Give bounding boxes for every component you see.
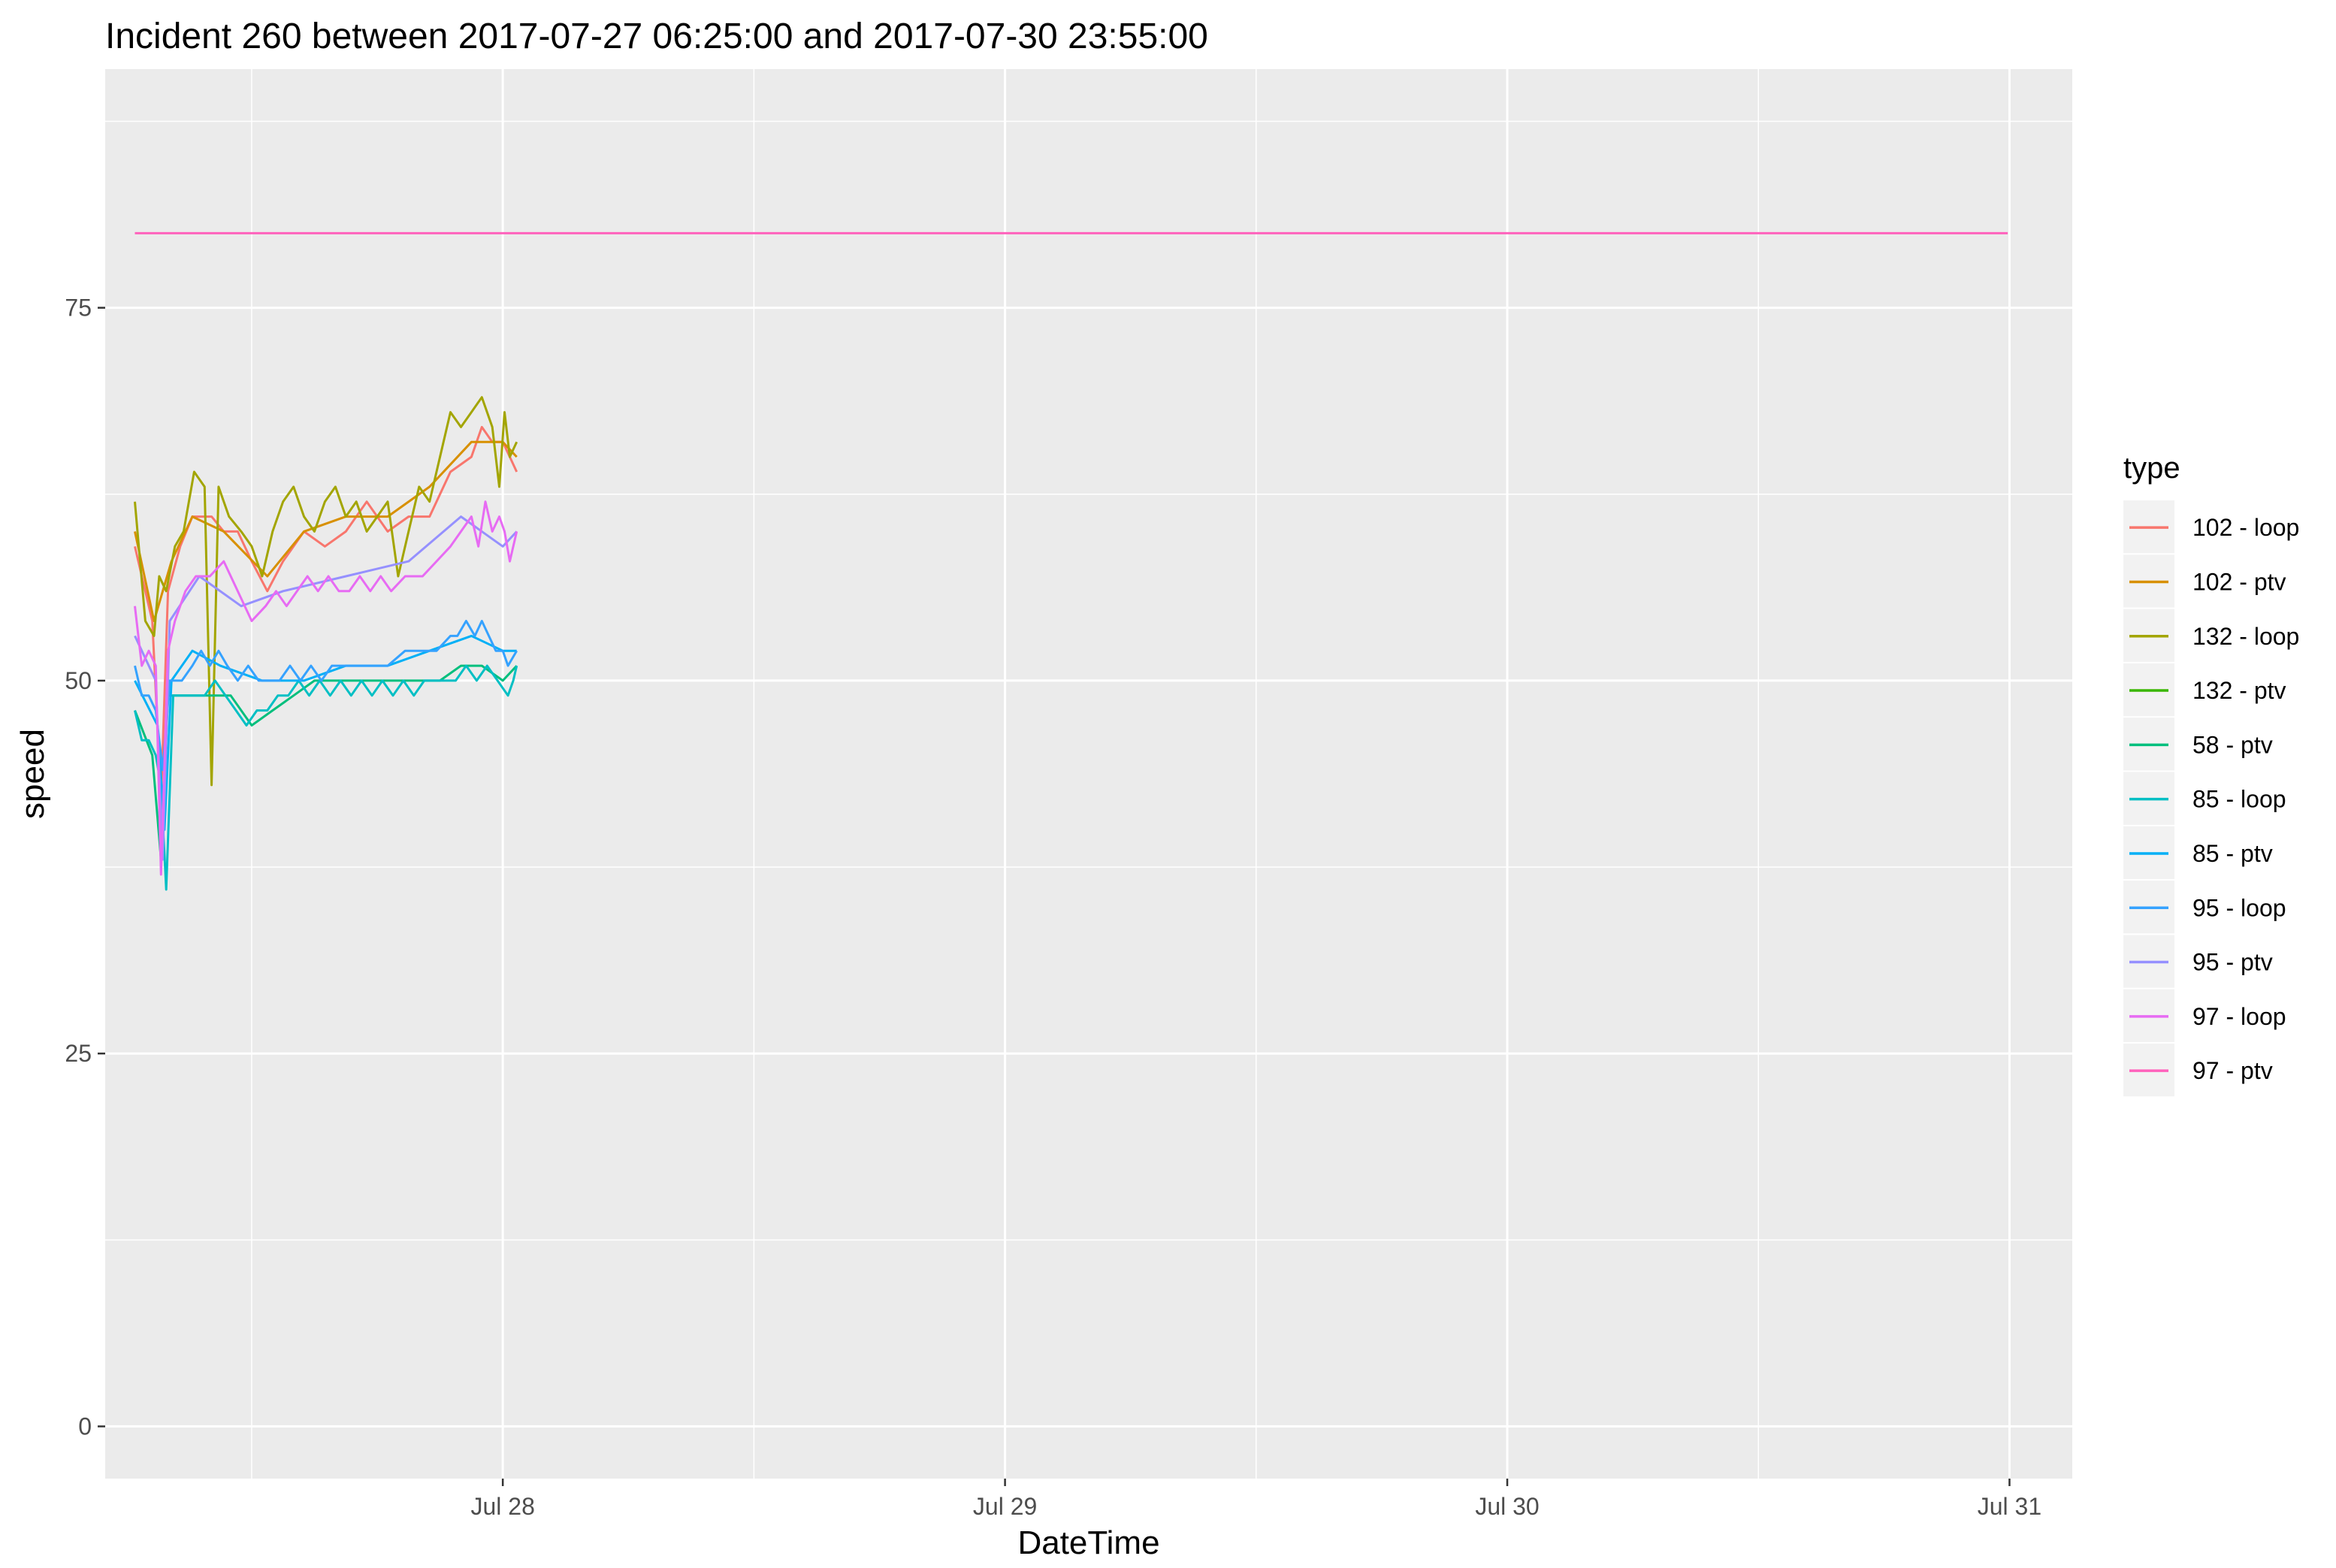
legend-label: 132 - ptv	[2192, 677, 2286, 704]
y-tick-label: 25	[65, 1040, 92, 1067]
series-line-7	[134, 620, 518, 772]
legend-label: 85 - ptv	[2192, 840, 2273, 867]
legend-items: 102 - loop 102 - ptv 132 - loop 132 - ptv 58…	[2123, 500, 2299, 1097]
plot-panel	[105, 69, 2072, 1479]
legend: type 102 - loop 102 - ptv 132 - loop 132 - …	[2123, 452, 2299, 1097]
legend-label: 85 - loop	[2192, 786, 2286, 813]
series-line-5	[134, 664, 518, 891]
legend-label: 132 - loop	[2192, 623, 2299, 650]
series-line-9	[134, 500, 518, 876]
legend-title: type	[2123, 452, 2180, 485]
y-tick-label: 0	[78, 1413, 92, 1440]
x-tick-label: Jul 28	[470, 1493, 534, 1520]
legend-label: 97 - loop	[2192, 1003, 2286, 1030]
y-tick-label: 75	[65, 295, 92, 322]
x-axis-title: DateTime	[1017, 1524, 1159, 1561]
legend-label: 102 - ptv	[2192, 568, 2286, 595]
x-axis: Jul 28 Jul 29 Jul 30 Jul 31	[470, 1479, 2041, 1520]
legend-label: 58 - ptv	[2192, 731, 2273, 758]
y-axis: 0 25 50 75	[65, 295, 105, 1440]
legend-label: 97 - ptv	[2192, 1057, 2273, 1084]
series-lines	[134, 231, 2008, 891]
x-tick-label: Jul 31	[1978, 1493, 2041, 1520]
y-axis-title: speed	[14, 729, 51, 819]
minor-gridlines	[105, 69, 2072, 1479]
x-tick-label: Jul 30	[1475, 1493, 1539, 1520]
chart-title: Incident 260 between 2017-07-27 06:25:00…	[105, 17, 1208, 56]
series-line-2	[134, 396, 518, 787]
y-tick-label: 50	[65, 667, 92, 694]
legend-label: 95 - loop	[2192, 894, 2286, 921]
x-tick-label: Jul 29	[973, 1493, 1037, 1520]
legend-label: 102 - loop	[2192, 514, 2299, 541]
legend-label: 95 - ptv	[2192, 949, 2273, 976]
series-line-6	[134, 634, 517, 831]
